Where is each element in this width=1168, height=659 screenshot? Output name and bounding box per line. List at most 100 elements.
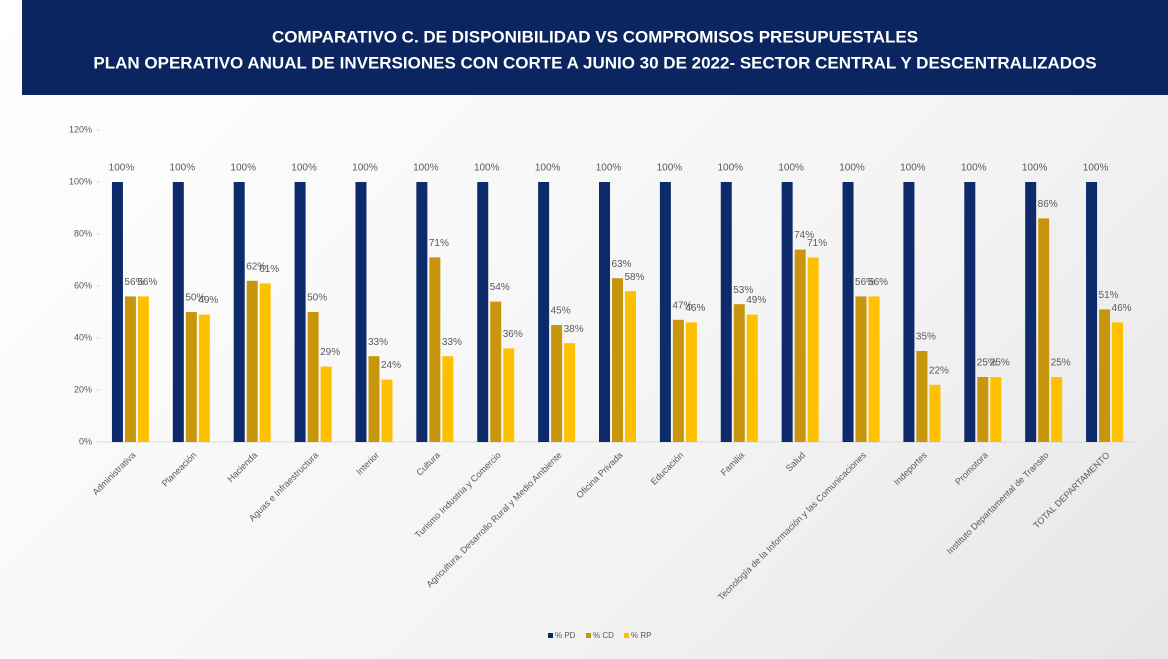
value-label: 63% <box>611 259 631 270</box>
bar <box>916 351 928 442</box>
x-tick-label: Promotora <box>953 450 990 487</box>
bar <box>355 182 367 442</box>
bar <box>612 278 623 442</box>
x-tick-label: Educación <box>649 450 686 487</box>
header-band <box>22 0 1168 95</box>
chart-subtitle: PLAN OPERATIVO ANUAL DE INVERSIONES CON … <box>93 53 1096 72</box>
legend-label: % RP <box>631 631 651 640</box>
x-tick-label: Planeación <box>160 450 199 489</box>
bar <box>1112 322 1124 442</box>
bar <box>929 384 941 442</box>
value-label: 100% <box>1022 163 1048 174</box>
bar <box>429 257 441 442</box>
bar <box>1099 309 1111 442</box>
value-label: 50% <box>307 293 327 304</box>
bar <box>855 296 867 442</box>
bar <box>807 257 819 442</box>
bar <box>503 348 515 442</box>
bar <box>246 280 258 442</box>
value-label: 100% <box>900 163 926 174</box>
legend-label: % CD <box>593 631 614 640</box>
value-label: 71% <box>429 238 449 249</box>
bar <box>1051 377 1063 442</box>
value-label: 100% <box>170 163 196 174</box>
value-label: 36% <box>503 329 523 340</box>
value-label: 33% <box>442 337 462 348</box>
value-label: 49% <box>198 295 218 306</box>
bar <box>1038 218 1050 442</box>
value-label: 47% <box>672 300 692 311</box>
x-tick-label: Aguas e Infraestructura <box>247 450 320 523</box>
value-label: 45% <box>551 306 571 317</box>
value-label: 100% <box>657 163 683 174</box>
bar <box>124 296 136 442</box>
bar <box>977 377 989 442</box>
bar <box>538 182 550 442</box>
value-label: 58% <box>624 272 644 283</box>
value-label: 25% <box>1051 358 1071 369</box>
value-label: 54% <box>490 282 510 293</box>
bar <box>964 182 976 442</box>
value-label: 100% <box>778 163 804 174</box>
value-label: 61% <box>259 264 279 275</box>
y-tick-label: 40% <box>74 332 92 342</box>
value-label: 56% <box>124 277 144 288</box>
value-label: 53% <box>733 285 753 296</box>
value-label: 51% <box>1099 290 1119 301</box>
value-label: 100% <box>535 163 561 174</box>
bar <box>1086 182 1098 442</box>
bar <box>1025 182 1037 442</box>
x-tick-label: Interior <box>354 450 381 477</box>
value-label: 46% <box>685 303 705 314</box>
bar <box>320 366 332 442</box>
x-tick-label: Oficina Privada <box>574 450 624 500</box>
value-label: 100% <box>352 163 378 174</box>
x-tick-label: Administrativa <box>90 450 137 497</box>
value-label: 25% <box>977 358 997 369</box>
bar <box>381 379 393 442</box>
bar <box>442 356 454 442</box>
value-label: 100% <box>596 163 622 174</box>
value-label: 24% <box>381 360 401 371</box>
bar <box>868 296 880 442</box>
x-tick-label: Salud <box>784 450 807 473</box>
y-tick-label: 20% <box>74 384 92 394</box>
y-tick-label: 100% <box>69 176 92 186</box>
y-tick-label: 120% <box>69 124 92 134</box>
bar <box>564 343 576 442</box>
legend-swatch <box>586 633 591 638</box>
bar <box>685 322 697 442</box>
value-label: 25% <box>990 358 1010 369</box>
y-tick-label: 60% <box>74 280 92 290</box>
y-tick-label: 0% <box>79 436 92 446</box>
bar <box>599 182 610 442</box>
bar <box>672 319 684 442</box>
bar <box>185 312 197 442</box>
bar <box>746 314 758 442</box>
x-tick-label: Instituto Departamental de Transito <box>945 450 1051 556</box>
bar <box>368 356 380 442</box>
value-label: 100% <box>474 163 500 174</box>
bar <box>733 304 745 442</box>
value-label: 100% <box>961 163 987 174</box>
bar <box>659 182 671 442</box>
bar <box>172 182 184 442</box>
value-label: 33% <box>368 337 388 348</box>
legend-label: % PD <box>555 631 576 640</box>
legend-swatch <box>548 633 553 638</box>
bar <box>259 283 271 442</box>
bar <box>416 182 428 442</box>
x-tick-label: Cultura <box>414 450 442 478</box>
value-label: 100% <box>839 163 865 174</box>
x-tick-label: Familia <box>719 450 747 478</box>
value-label: 29% <box>320 347 340 358</box>
value-label: 100% <box>291 163 317 174</box>
value-label: 50% <box>185 293 205 304</box>
value-label: 56% <box>137 277 157 288</box>
x-tick-label: Agricultura, Desarrollo Rural y Medio Am… <box>424 450 563 589</box>
value-label: 56% <box>868 277 888 288</box>
value-label: 46% <box>1112 303 1132 314</box>
bar <box>990 377 1002 442</box>
